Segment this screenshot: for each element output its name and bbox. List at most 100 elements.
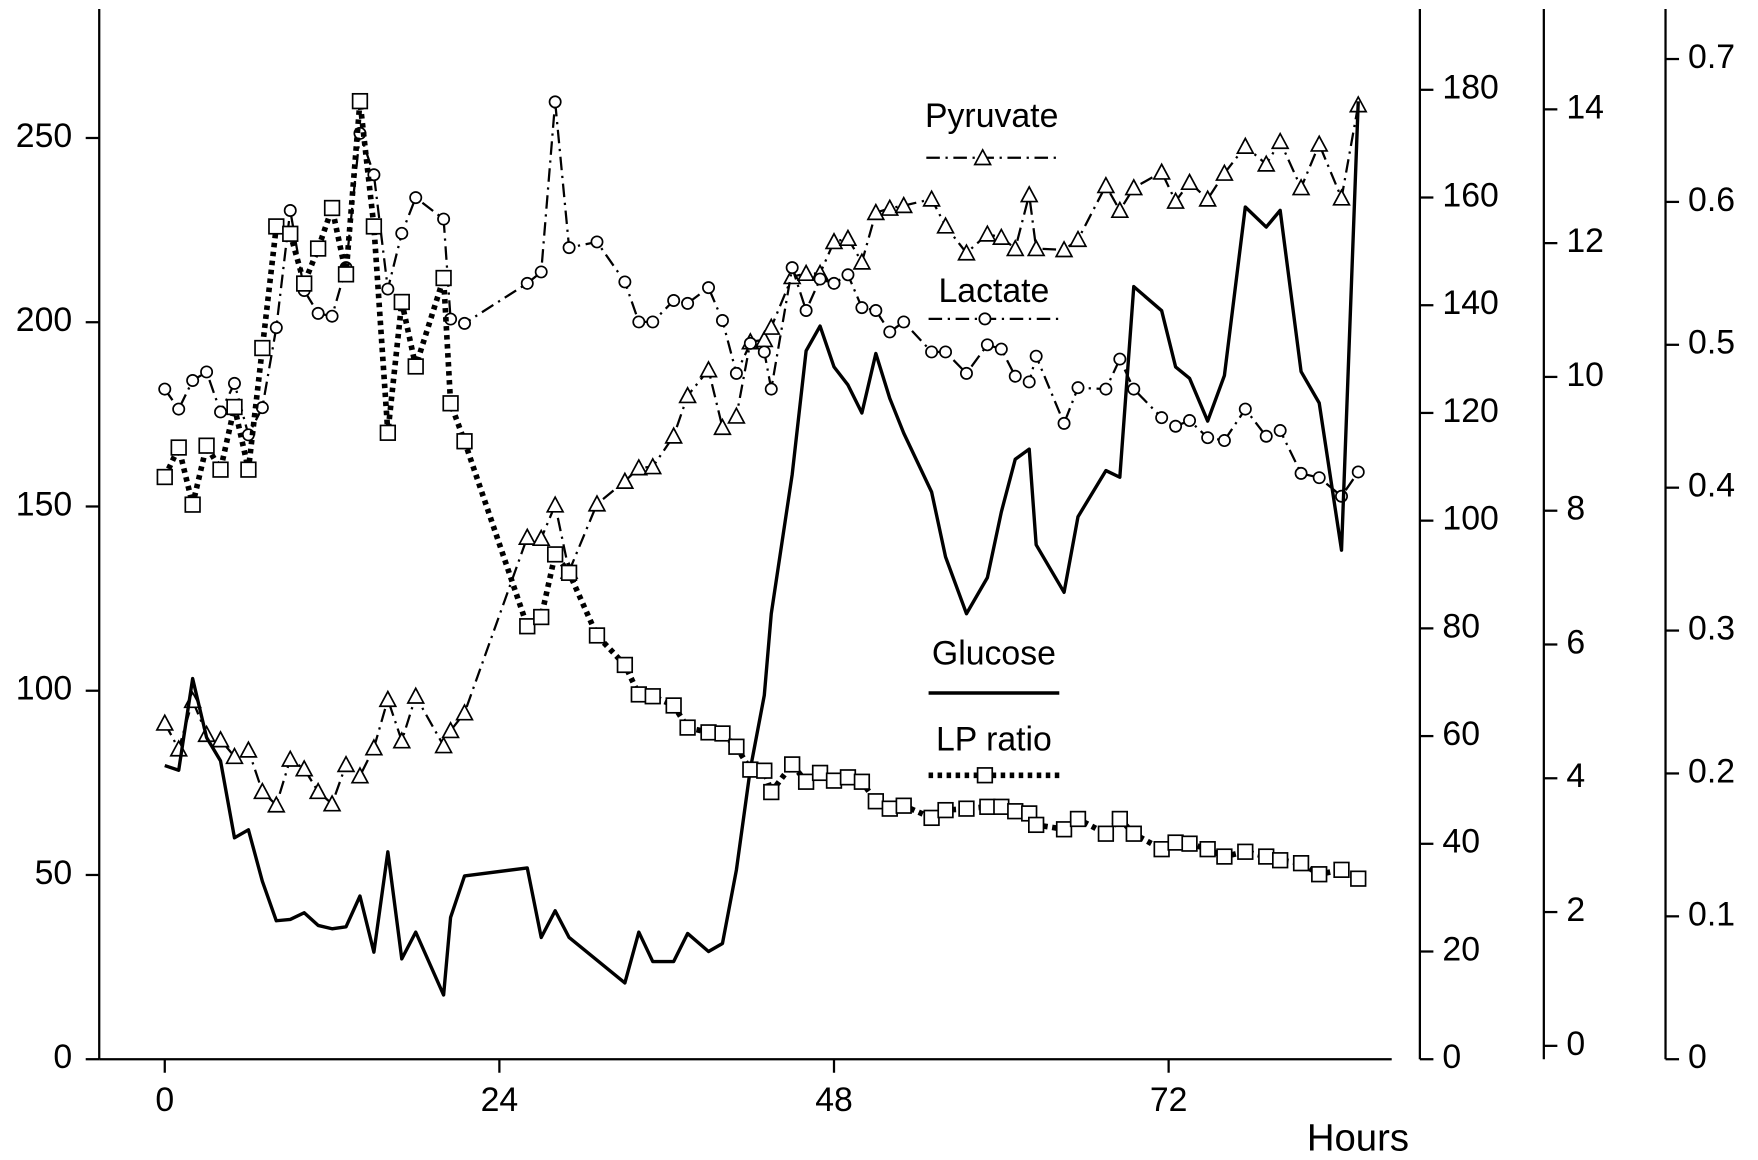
data-point [784, 756, 801, 773]
data-point [1312, 471, 1326, 485]
x-tick-label: 72 [1150, 1081, 1188, 1119]
data-point [184, 496, 201, 513]
data-point [1291, 178, 1311, 196]
y-tick-label: 160 [1442, 176, 1498, 214]
data-point [1127, 382, 1141, 396]
data-point [155, 713, 175, 731]
data-point [434, 736, 453, 754]
data-point [1259, 429, 1273, 443]
y-tick-label: 6 [1566, 623, 1585, 661]
data-point [562, 241, 576, 255]
y-tick-label: 0.3 [1688, 609, 1735, 647]
data-point [351, 92, 369, 110]
data-point [311, 306, 325, 320]
legend-label: Pyruvate [925, 97, 1058, 135]
data-point [393, 293, 410, 311]
y-tick-label: 120 [1442, 392, 1498, 430]
data-point [437, 212, 451, 226]
data-point [1271, 852, 1289, 869]
y-tick-label: 20 [1442, 930, 1480, 968]
data-point [1166, 191, 1185, 209]
y-tick-label: 8 [1566, 490, 1585, 528]
data-point [855, 301, 869, 315]
data-point [1007, 803, 1024, 820]
x-tick-label: 24 [481, 1081, 519, 1119]
data-point [1124, 178, 1144, 196]
data-point [643, 457, 663, 475]
legend-marker [978, 312, 992, 326]
data-point [442, 395, 459, 412]
data-point [560, 564, 578, 581]
data-point [1335, 489, 1348, 503]
data-point [881, 800, 898, 817]
data-point [590, 235, 604, 249]
data-point [1125, 825, 1142, 842]
data-point [1183, 414, 1197, 428]
data-point [757, 345, 771, 359]
data-point [1111, 810, 1128, 828]
data-point [407, 358, 424, 375]
data-point [1350, 870, 1367, 887]
data-point [296, 275, 313, 292]
data-point [756, 762, 773, 779]
data-point [1008, 369, 1022, 383]
data-point [959, 366, 973, 380]
data-point [269, 321, 283, 335]
data-point [664, 426, 683, 444]
data-point [702, 281, 716, 295]
data-point [406, 686, 426, 704]
data-point [1201, 431, 1215, 445]
data-point [1167, 834, 1184, 851]
data-point [268, 218, 285, 235]
data-point [1113, 352, 1127, 366]
data-point [681, 296, 695, 310]
data-point [630, 686, 647, 703]
data-point [1309, 134, 1329, 152]
data-point [979, 798, 996, 815]
y-tick-label: 0.7 [1688, 38, 1735, 76]
y-tick-label: 0.4 [1688, 467, 1735, 505]
data-point [378, 689, 398, 708]
data-point [700, 724, 717, 741]
data-point [811, 764, 829, 782]
data-point [1068, 229, 1088, 248]
data-point [618, 275, 632, 289]
data-point [1099, 382, 1113, 396]
data-point [667, 294, 681, 307]
y-tick-label: 40 [1442, 823, 1480, 861]
y-tick-label: 80 [1442, 607, 1480, 645]
data-point [1332, 188, 1351, 206]
data-point [350, 766, 370, 784]
data-point [841, 268, 855, 282]
data-point [395, 226, 409, 240]
data-point [727, 406, 746, 424]
y-tick-label: 200 [16, 301, 72, 339]
legend-label: Glucose [932, 635, 1056, 673]
data-point [939, 345, 953, 359]
data-point [679, 719, 696, 736]
data-point [895, 797, 912, 814]
data-point [994, 342, 1008, 356]
data-point [743, 336, 757, 350]
data-point [212, 461, 229, 478]
data-point [172, 402, 186, 416]
data-point [958, 800, 975, 817]
data-point [869, 304, 883, 317]
data-point [546, 546, 564, 563]
data-point [325, 309, 339, 323]
data-point [1026, 239, 1046, 257]
data-point [825, 772, 843, 789]
data-point [1217, 434, 1231, 448]
data-point [1294, 466, 1308, 480]
data-point [456, 433, 473, 450]
data-point [336, 754, 356, 773]
data-point [534, 265, 548, 279]
data-point [665, 697, 682, 714]
data-point [699, 360, 718, 378]
data-point [894, 195, 914, 214]
data-point [364, 738, 384, 756]
data-point [379, 424, 397, 441]
data-point [156, 468, 173, 486]
data-point [283, 204, 297, 217]
